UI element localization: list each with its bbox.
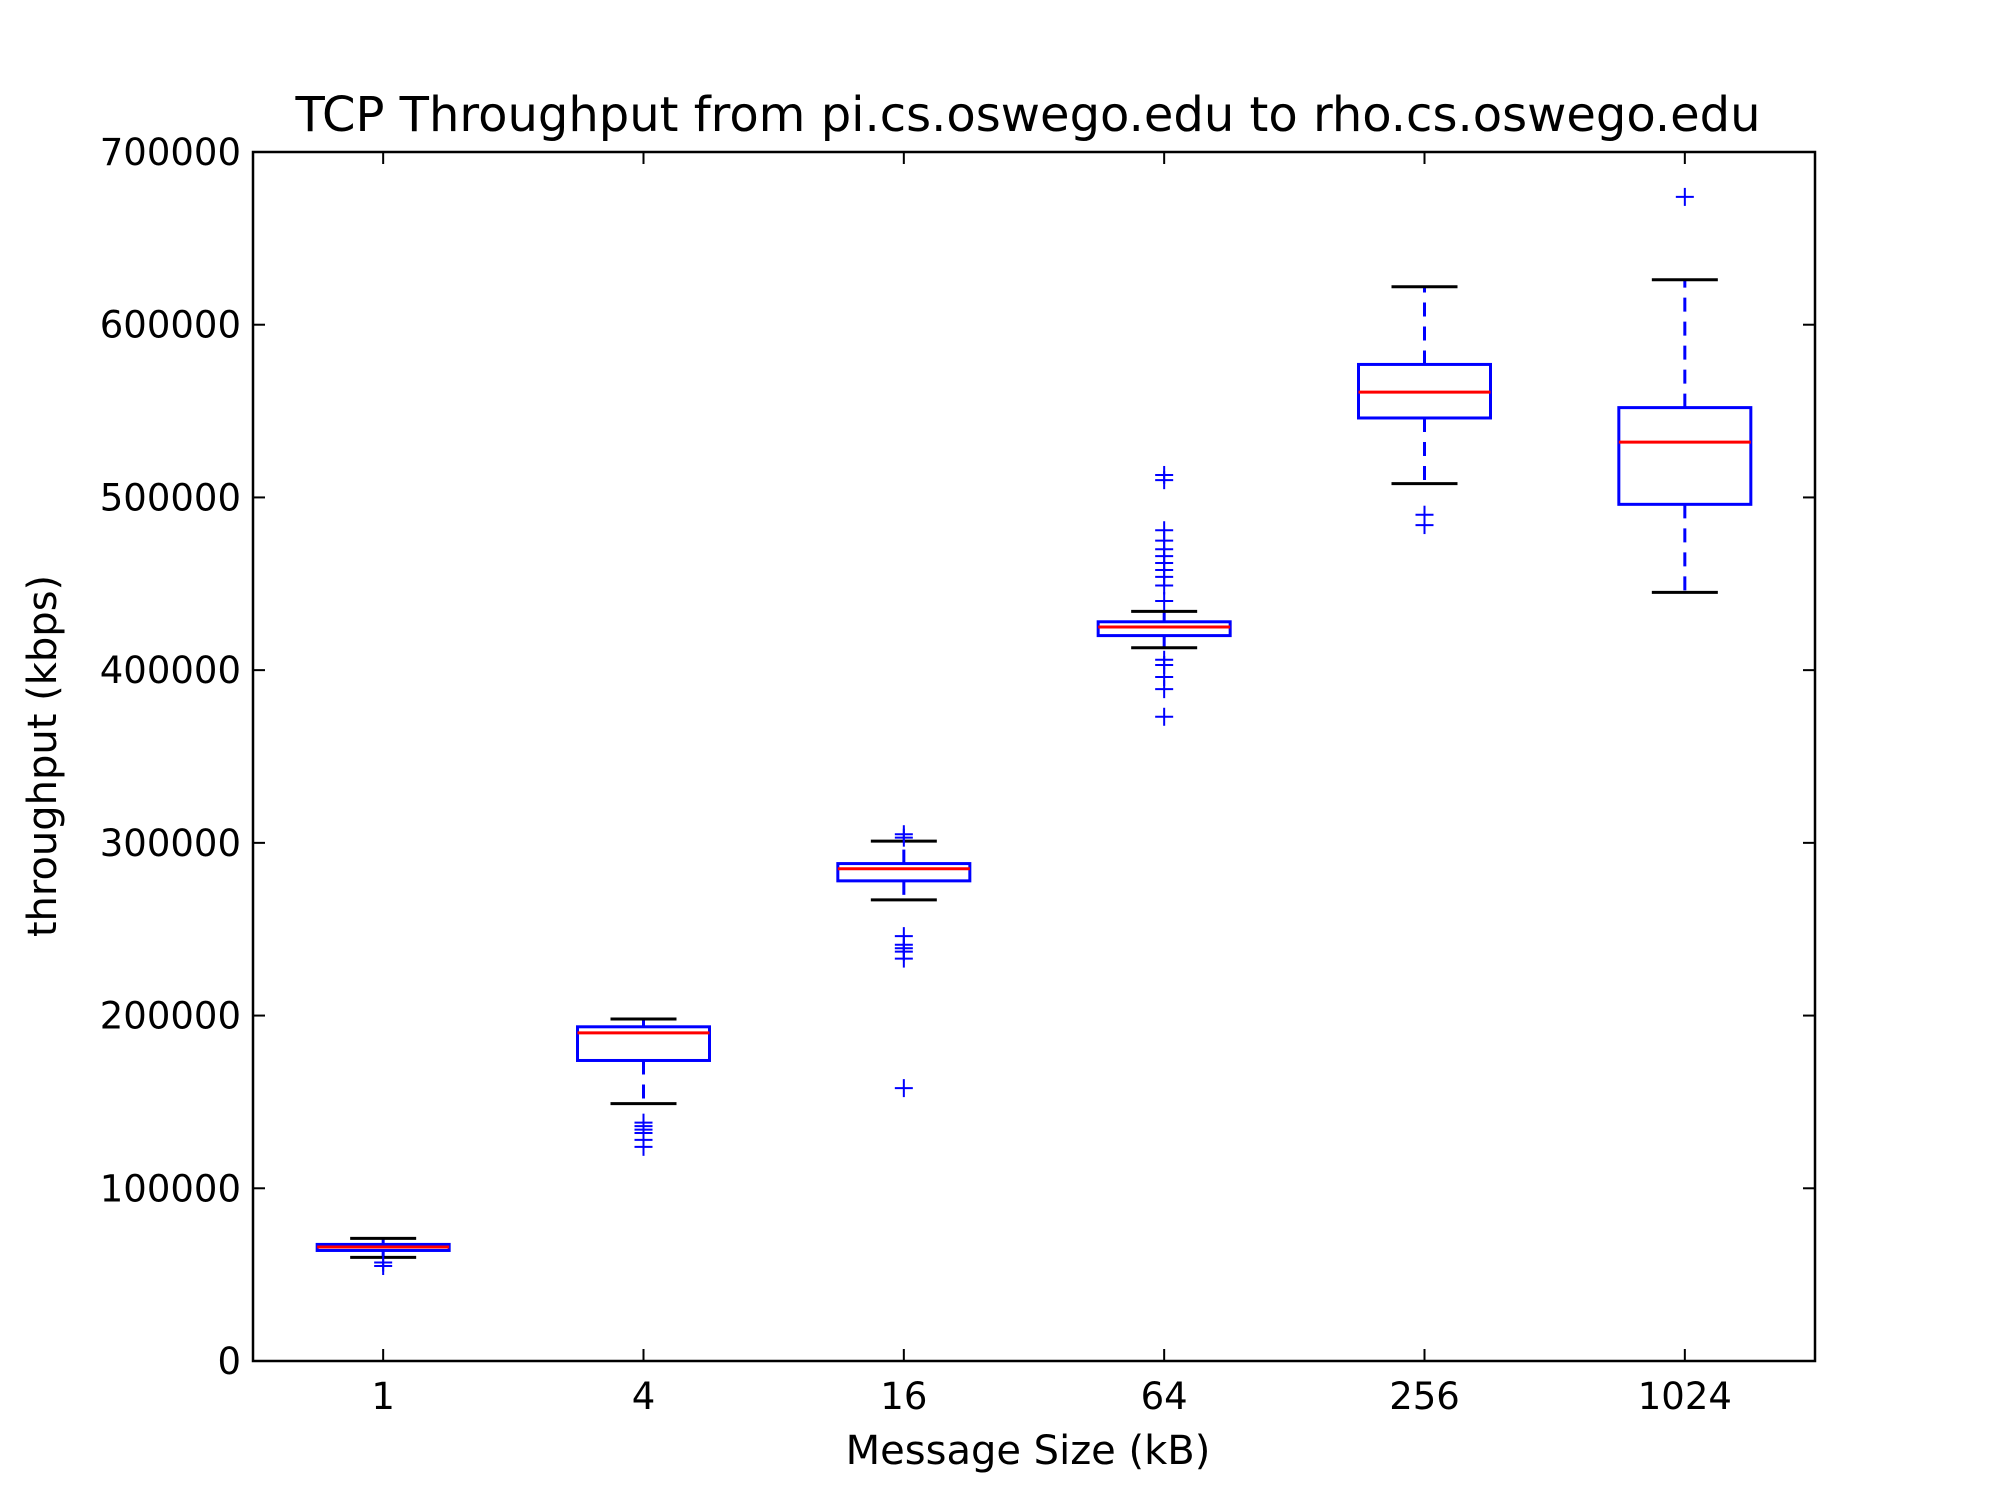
flier: [1155, 707, 1174, 726]
flier: [634, 1137, 653, 1156]
chart-title: TCP Throughput from pi.cs.oswego.edu to …: [294, 87, 1760, 143]
y-tick-label: 700000: [100, 131, 241, 174]
x-tick-label: 64: [1141, 1375, 1188, 1418]
x-tick-label: 256: [1389, 1375, 1460, 1418]
y-tick-label: 0: [217, 1340, 241, 1383]
y-tick-label: 500000: [100, 476, 241, 519]
x-tick-label: 4: [632, 1375, 656, 1418]
box-iqr: [1096, 620, 1232, 638]
flier: [1415, 516, 1434, 535]
flier: [894, 828, 913, 847]
flier: [894, 1079, 913, 1098]
flier: [374, 1257, 393, 1276]
flier: [1675, 187, 1694, 206]
y-tick-label: 600000: [100, 304, 241, 347]
x-tick-label: 1: [371, 1375, 395, 1418]
x-axis: 1 4 16 64 256 1024: [371, 152, 1732, 1418]
box-iqr: [836, 862, 972, 883]
flier: [1155, 576, 1174, 595]
x-tick-label: 16: [880, 1375, 927, 1418]
box-16: [836, 825, 972, 1098]
y-tick-label: 100000: [100, 1167, 241, 1210]
flier: [1155, 680, 1174, 699]
y-axis: 0 100000 200000 300000 400000 500000 600000 700…: [100, 131, 1815, 1383]
box-1024: [1617, 187, 1753, 594]
y-tick-label: 200000: [100, 995, 241, 1038]
box-iqr: [576, 1025, 711, 1062]
flier: [1155, 471, 1174, 490]
box-1: [315, 1236, 451, 1276]
y-tick-label: 400000: [100, 649, 241, 692]
y-tick-label: 300000: [100, 822, 241, 865]
plot-area: [315, 187, 1753, 1276]
axes-frame: [251, 150, 1817, 1363]
box-256: [1357, 285, 1492, 535]
x-axis-label: Message Size (kB): [846, 1428, 1211, 1474]
x-tick-label: 1024: [1638, 1375, 1732, 1418]
flier: [1155, 592, 1174, 611]
flier: [894, 949, 913, 968]
box-4: [576, 1017, 711, 1156]
box-64: [1096, 465, 1232, 726]
y-axis-label: throughput (kbps): [20, 575, 66, 937]
box-iqr: [1617, 406, 1753, 506]
